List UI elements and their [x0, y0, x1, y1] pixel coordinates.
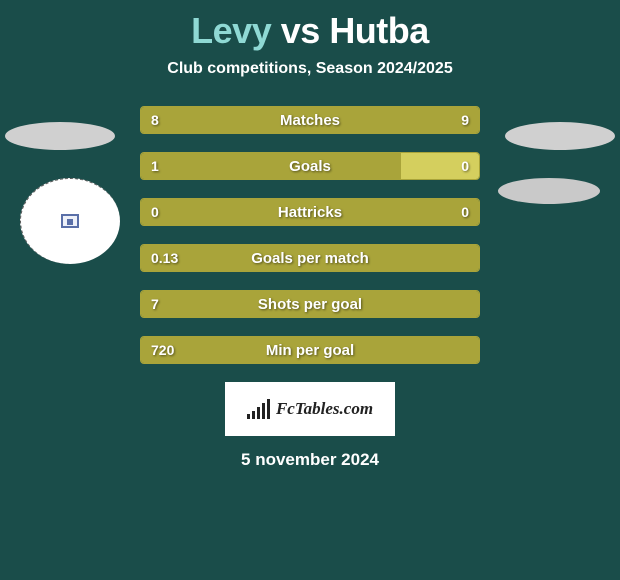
stat-row: 720Min per goal — [140, 336, 480, 364]
stat-label: Goals — [141, 153, 479, 179]
club-badge-placeholder — [20, 178, 120, 264]
logo-bars-icon — [247, 399, 270, 419]
player1-name: Levy — [191, 10, 271, 51]
stat-label: Min per goal — [141, 337, 479, 363]
image-placeholder-icon — [61, 214, 79, 228]
avatar-placeholder-right-mid — [498, 178, 600, 204]
source-logo: FcTables.com — [225, 382, 395, 436]
stat-row: 8Matches9 — [140, 106, 480, 134]
avatar-placeholder-right-top — [505, 122, 615, 150]
vs-text: vs — [281, 10, 320, 51]
stat-label: Shots per goal — [141, 291, 479, 317]
stat-label: Hattricks — [141, 199, 479, 225]
subtitle: Club competitions, Season 2024/2025 — [0, 60, 620, 78]
stat-row: 1Goals0 — [140, 152, 480, 180]
stats-comparison: 8Matches91Goals00Hattricks00.13Goals per… — [140, 106, 480, 364]
stat-label: Goals per match — [141, 245, 479, 271]
page-title: Levy vs Hutba — [0, 0, 620, 52]
stat-value-right: 0 — [451, 153, 479, 179]
logo-text: FcTables.com — [276, 399, 373, 419]
date-label: 5 november 2024 — [0, 450, 620, 470]
player2-name: Hutba — [329, 10, 429, 51]
stat-label: Matches — [141, 107, 479, 133]
stat-value-right: 9 — [451, 107, 479, 133]
stat-row: 7Shots per goal — [140, 290, 480, 318]
avatar-placeholder-left-top — [5, 122, 115, 150]
stat-row: 0.13Goals per match — [140, 244, 480, 272]
stat-row: 0Hattricks0 — [140, 198, 480, 226]
stat-value-right: 0 — [451, 199, 479, 225]
